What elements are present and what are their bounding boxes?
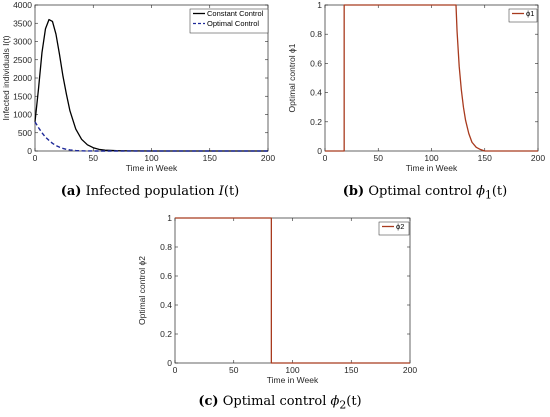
caption-c-sub: 2	[339, 398, 347, 412]
series-line-2	[34, 121, 268, 152]
chart-panel-a: 0 50 100 150 2000500100015002000250030003500…	[1, 0, 275, 173]
x-tick-label: 200	[403, 365, 417, 375]
series-line-1	[325, 4, 538, 152]
caption-c-tag: (c)	[198, 394, 219, 409]
y-tick-label: 1	[167, 213, 172, 223]
caption-a: (a) Infected population I(t)	[20, 184, 280, 199]
y-tick-label: 4000	[13, 0, 32, 10]
caption-b-text: Optimal control	[368, 184, 477, 199]
caption-c-text: Optimal control	[222, 394, 331, 409]
y-tick-label: 0.8	[310, 29, 322, 39]
y-tick-label: 1000	[13, 110, 32, 120]
y-tick-label: 0	[167, 358, 172, 368]
x-tick-label: 100	[424, 153, 438, 163]
caption-b-tail: (t)	[491, 184, 508, 199]
y-tick-label: 0.6	[310, 58, 322, 68]
x-tick-label: 0	[173, 365, 178, 375]
caption-a-math: I	[218, 184, 224, 199]
legend-label: Optimal Control	[207, 19, 259, 28]
y-axis-label: Infected individuals I(t)	[1, 35, 11, 120]
legend-label: Constant Control	[207, 9, 264, 18]
series-line-1	[34, 18, 268, 152]
y-tick-label: 0.4	[160, 300, 172, 310]
y-tick-label: 0.2	[310, 117, 322, 127]
legend-box	[378, 221, 410, 236]
caption-c-tail: (t)	[346, 394, 362, 409]
caption-b-math: ϕ	[476, 184, 485, 199]
x-tick-label: 150	[478, 153, 492, 163]
caption-c-math: ϕ	[330, 394, 340, 409]
legend-label: ϕ1	[526, 9, 534, 18]
caption-a-tag: (a)	[60, 184, 82, 199]
y-tick-label: 0	[27, 146, 32, 156]
y-tick-label: 2000	[13, 73, 32, 83]
x-tick-label: 50	[89, 153, 99, 163]
plot-area	[324, 4, 539, 152]
x-axis-label: Time in Week	[267, 375, 319, 385]
legend-box	[508, 8, 538, 23]
x-tick-label: 200	[531, 153, 545, 163]
y-tick-label: 0	[317, 146, 322, 156]
x-tick-label: 200	[261, 153, 275, 163]
y-tick-label: 2500	[13, 55, 32, 65]
x-axis-label: Time in Week	[406, 163, 458, 173]
y-tick-label: 0.2	[160, 329, 172, 339]
caption-a-tail: (t)	[223, 184, 240, 199]
series-line-1	[175, 217, 410, 364]
x-tick-label: 0	[33, 153, 38, 163]
x-tick-label: 100	[285, 365, 299, 375]
y-tick-label: 1	[317, 0, 322, 10]
y-tick-label: 3000	[13, 37, 32, 47]
caption-b-tag: (b)	[342, 184, 365, 199]
x-axis-label: Time in Week	[126, 163, 178, 173]
chart-panel-b: 0 50 100 150 200 0 0.2 0.4 0.6 0.8 1 Time in Week Op…	[287, 0, 545, 173]
chart-panel-c: 0 50 100 150 200 0 0.2 0.4 0.6 0.8 1 Time in Week Op…	[137, 213, 417, 385]
plot-area	[174, 217, 411, 364]
caption-b-sub: 1	[484, 188, 492, 202]
caption-a-text: Infected population	[85, 184, 219, 199]
x-tick-label: 50	[374, 153, 384, 163]
x-tick-label: 150	[203, 153, 217, 163]
x-tick-label: 50	[229, 365, 239, 375]
x-tick-label: 150	[344, 365, 358, 375]
legend-label: ϕ2	[396, 222, 404, 231]
y-tick-label: 0.4	[310, 88, 322, 98]
x-tick-label: 0	[323, 153, 328, 163]
caption-b: (b) Optimal control ϕ1(t)	[300, 184, 550, 202]
y-tick-label: 0.6	[160, 271, 172, 281]
y-tick-label: 1500	[13, 91, 32, 101]
y-tick-label: 500	[18, 128, 32, 138]
y-axis-label: Optimal control ϕ1	[287, 43, 297, 112]
caption-c: (c) Optimal control ϕ2(t)	[140, 394, 420, 412]
y-axis-label: Optimal control ϕ2	[137, 256, 147, 325]
y-tick-label: 0.8	[160, 242, 172, 252]
y-tick-label: 3500	[13, 18, 32, 28]
x-tick-label: 100	[144, 153, 158, 163]
